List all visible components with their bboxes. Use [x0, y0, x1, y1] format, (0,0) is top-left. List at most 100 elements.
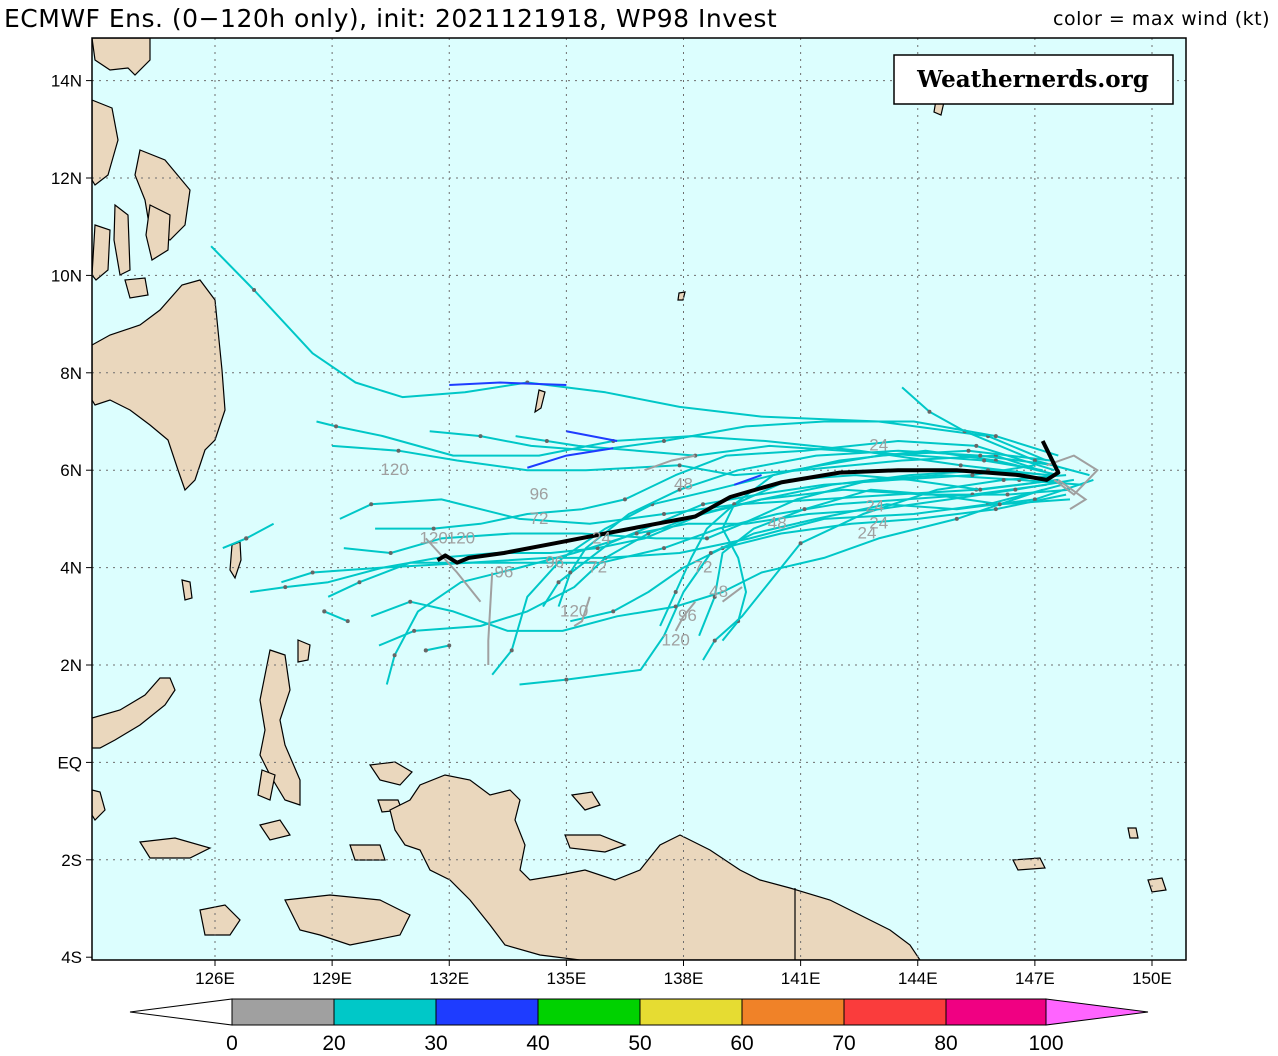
lon-tick-label: 147E	[1015, 969, 1055, 988]
land-layer	[92, 38, 1167, 960]
ensemble-track	[385, 478, 1075, 685]
land-cebu	[113, 203, 131, 276]
scale-tick-label: 70	[832, 1032, 855, 1055]
weak-track-segment	[1057, 479, 1088, 511]
ensemble-tracks	[210, 245, 1099, 686]
track-point	[677, 487, 682, 492]
track-point	[966, 448, 971, 453]
land-sulawesi	[92, 677, 176, 749]
strong-track-segment	[449, 381, 567, 386]
forecast-hour-label: 24	[869, 514, 888, 533]
land-halmahera	[259, 649, 301, 806]
track-point	[357, 580, 362, 585]
land-morotai	[297, 639, 311, 663]
track-point	[369, 502, 374, 507]
track-point	[388, 550, 393, 555]
track-point	[993, 434, 998, 439]
forecast-hour-label: 72	[694, 557, 713, 576]
color-scale: 0 20 30 40 50 60 70 80 100	[129, 998, 1149, 1055]
track-point	[622, 497, 627, 502]
lat-tick-label: 8N	[60, 364, 82, 383]
track-point	[478, 434, 483, 439]
track-point	[701, 502, 706, 507]
scale-swatch	[537, 998, 641, 1026]
land-waigeo	[368, 761, 413, 786]
land-palau	[534, 389, 546, 414]
track-point	[978, 453, 983, 458]
land-talaud	[181, 579, 193, 601]
forecast-hour-label: 24	[858, 523, 877, 542]
lat-tick-label: 2S	[61, 851, 82, 870]
track-point	[954, 516, 959, 521]
track-point	[802, 507, 807, 512]
land-leyte	[145, 204, 171, 261]
watermark-text: Weathernerds.org	[916, 66, 1149, 93]
track-point	[345, 619, 350, 624]
track-point	[982, 458, 987, 463]
forecast-hour-label: 96	[530, 484, 549, 503]
forecast-hour-label: 24	[865, 497, 884, 516]
lat-tick-label: 10N	[51, 266, 82, 285]
track-point	[1001, 477, 1006, 482]
ensemble-track	[557, 449, 1055, 607]
track-point	[712, 594, 717, 599]
land-visayas-west	[92, 99, 119, 186]
lon-tick-label: 129E	[312, 969, 352, 988]
land-sulawesi-south	[92, 789, 106, 821]
forecast-hour-label: 96	[494, 562, 513, 581]
ensemble-track	[519, 478, 1094, 686]
ensemble-track	[281, 483, 1063, 584]
watermark-box: Weathernerds.org	[893, 54, 1174, 105]
track-point	[322, 609, 327, 614]
strong-track-segment	[527, 447, 614, 469]
forecast-hour-label: 120	[560, 601, 588, 620]
scale-tick-label: 100	[1028, 1032, 1063, 1055]
lon-tick-label: 135E	[547, 969, 587, 988]
axis-ticks: 126E 129E 132E 135E 138E 141E 144E 147E 150E 14N 1…	[51, 72, 1172, 988]
track-point	[958, 463, 963, 468]
scale-tick-label: 50	[628, 1032, 651, 1055]
forecast-hour-label: 96	[678, 606, 697, 625]
forecast-hour-label: 120	[662, 631, 690, 650]
track-point	[1013, 487, 1018, 492]
lon-tick-label: 132E	[429, 969, 469, 988]
track-point	[974, 443, 979, 448]
lat-tick-label: EQ	[57, 753, 82, 772]
land-seram	[284, 894, 411, 946]
ensemble-track	[323, 610, 349, 623]
legend-caption: color = max wind (kt)	[1053, 8, 1270, 30]
scale-high-arrow	[1045, 998, 1149, 1026]
lon-tick-label: 126E	[195, 969, 235, 988]
strong-track-segment	[566, 430, 618, 442]
scale-swatch	[231, 998, 335, 1026]
scale-tick-label: 60	[730, 1032, 753, 1055]
forecast-hour-label: 96	[545, 553, 564, 572]
forecast-hour-label: 72	[588, 557, 607, 576]
track-point	[661, 546, 666, 551]
chart-title: ECMWF Ens. (0−120h only), init: 20211219…	[4, 4, 778, 33]
track-point	[283, 585, 288, 590]
ensemble-track	[425, 644, 450, 652]
scale-swatch	[843, 998, 947, 1026]
ensemble-track	[659, 474, 1059, 627]
scale-low-arrow	[129, 998, 233, 1026]
ensemble-track	[375, 440, 1055, 530]
track-point	[334, 424, 339, 429]
track-point	[423, 648, 428, 653]
forecast-hour-label: 24	[869, 436, 888, 455]
land-luzon	[92, 38, 151, 76]
ocean-background	[92, 38, 1186, 960]
track-point	[712, 638, 717, 643]
scale-swatch	[639, 998, 743, 1026]
land-biak	[570, 791, 601, 811]
track-point	[556, 580, 561, 585]
track-point	[392, 653, 397, 658]
lat-tick-label: 12N	[51, 169, 82, 188]
scale-tick-label: 80	[934, 1032, 957, 1055]
forecast-hour-label: 120	[419, 528, 447, 547]
ensemble-track	[429, 420, 1059, 457]
forecast-hour-label: 48	[709, 582, 728, 601]
lat-tick-label: 4N	[60, 559, 82, 578]
